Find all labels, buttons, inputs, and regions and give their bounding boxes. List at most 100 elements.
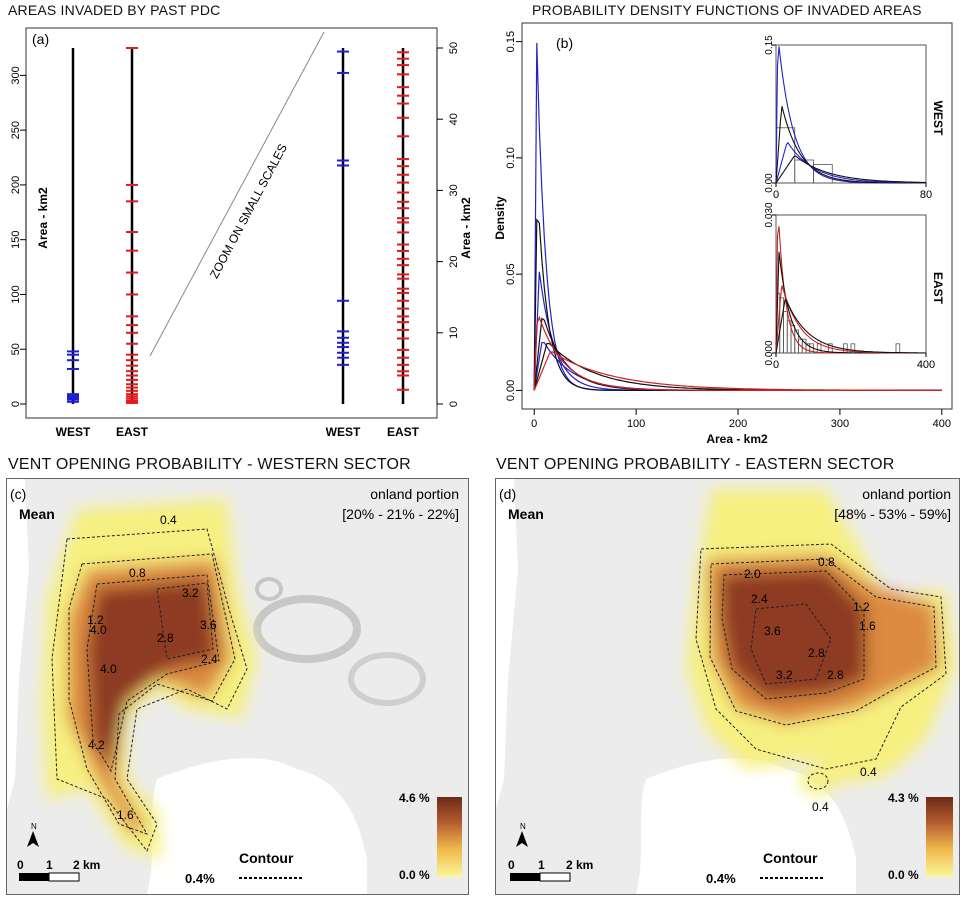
c-contour-label: 0.8 xyxy=(129,566,146,580)
a-category-label: WEST xyxy=(56,425,91,439)
panel-a-title: AREAS INVADED BY PAST PDC xyxy=(8,2,221,18)
d-legend-max: 4.3 % xyxy=(888,791,919,805)
d-scale-1: 1 xyxy=(538,858,545,872)
d-north-label: N xyxy=(520,822,526,831)
c-scale-2: 2 km xyxy=(73,858,100,872)
b-x-tick-label: 400 xyxy=(933,418,951,430)
a-right-tick-label: 20 xyxy=(448,255,460,267)
c-mean-label: Mean xyxy=(19,506,55,522)
panel-a-right-ylabel: Area - km2 xyxy=(459,197,473,259)
a-left-tick-label: 0 xyxy=(10,401,22,407)
inset-y-tick-label: 0.15 xyxy=(764,35,775,55)
c-contour-label: 2.4 xyxy=(201,652,218,666)
a-category-label: EAST xyxy=(116,425,149,439)
b-x-tick-label: 100 xyxy=(627,418,645,430)
c-north-label: N xyxy=(31,822,37,831)
inset-y-tick-label: 0.00 xyxy=(764,173,775,193)
contours-c xyxy=(51,528,248,853)
crater-3 xyxy=(255,577,283,601)
d-contour-label: 0.8 xyxy=(818,555,835,569)
a-category-label: WEST xyxy=(326,425,361,439)
d-contour-label: 3.2 xyxy=(776,668,793,682)
sea-bay xyxy=(147,758,367,894)
c-legend-max: 4.6 % xyxy=(399,791,430,805)
panel-c-title: VENT OPENING PROBABILITY - WESTERN SECTO… xyxy=(8,456,411,473)
d-colorbar xyxy=(926,797,953,877)
c-north-arrow-icon xyxy=(27,831,39,847)
b-y-tick-label: 0.10 xyxy=(505,147,517,168)
d-tag: (d) xyxy=(499,486,516,502)
map-d-svg: 2.0 0.8 2.4 1.2 1.6 3.6 2.8 3.2 2.8 0.4 0.4 Mean (… xyxy=(496,479,959,894)
a-left-tick-label: 200 xyxy=(10,176,22,194)
inset-x-tick-label: 0 xyxy=(773,359,779,371)
c-contour-label: 2.8 xyxy=(157,631,174,645)
d-contour-label: 2.8 xyxy=(808,646,825,660)
panel-a-tag: (a) xyxy=(32,31,49,47)
c-contour-label: 4.2 xyxy=(88,738,105,752)
b-y-tick-label: 0.15 xyxy=(505,31,517,52)
inset-x-tick-label: 80 xyxy=(920,189,932,201)
c-scale-seg-1 xyxy=(19,873,49,881)
c-contour-label: 3.6 xyxy=(200,618,217,632)
c-legend-min: 0.0 % xyxy=(399,868,430,882)
a-category-label: EAST xyxy=(387,425,420,439)
a-left-tick-label: 250 xyxy=(10,121,22,139)
inset-west-bg xyxy=(756,33,939,198)
prob-field-d xyxy=(686,489,956,795)
inset-pdf-curve xyxy=(775,155,926,184)
d-contour-label: 2.8 xyxy=(827,668,844,682)
d-contour-title: Contour xyxy=(763,850,818,866)
inset-pdf-curve xyxy=(775,141,926,184)
zoom-diagonal xyxy=(149,31,325,357)
crater-1 xyxy=(253,595,361,663)
d-scale-2: 2 km xyxy=(566,858,593,872)
d-contour-label: 0.4 xyxy=(812,800,829,814)
panel-c-map: 0.4 0.8 1.2 3.2 4.0 2.8 3.6 2.4 4.0 4.2 1.6 Mean (… xyxy=(6,478,469,895)
a-left-tick-label: 100 xyxy=(10,285,22,303)
b-x-tick-label: 0 xyxy=(531,418,537,430)
c-contour-label: 1.6 xyxy=(117,808,134,822)
d-onland-label: onland portion xyxy=(862,486,951,502)
c-contour-label: 4.0 xyxy=(90,623,107,637)
sea-west-d xyxy=(496,479,518,809)
sea-bay-d xyxy=(636,758,856,894)
inset-east-label: EAST xyxy=(931,272,945,305)
inset-frame xyxy=(775,44,927,184)
c-contour-title: Contour xyxy=(239,850,294,866)
c-contour-label: 0.4 xyxy=(160,513,177,527)
a-right-tick-label: 10 xyxy=(448,327,460,339)
d-onland-range: [48% - 53% - 59%] xyxy=(834,506,951,522)
sea-west xyxy=(7,479,29,809)
a-right-tick-label: 40 xyxy=(448,113,460,125)
b-y-tick-label: 0.00 xyxy=(505,380,517,401)
d-legend-min: 0.0 % xyxy=(888,868,919,882)
panel-d-title: VENT OPENING PROBABILITY - EASTERN SECTO… xyxy=(496,456,895,473)
c-contour-label: 3.2 xyxy=(182,586,199,600)
c-scale-0: 0 xyxy=(17,858,24,872)
crater-2 xyxy=(348,652,426,706)
b-x-tick-label: 200 xyxy=(729,418,747,430)
c-contour-label: 4.0 xyxy=(100,662,117,676)
c-contour-step: 0.4% xyxy=(185,871,215,886)
a-left-tick-label: 300 xyxy=(10,66,22,84)
a-left-tick-label: 150 xyxy=(10,231,22,249)
inset-west-label: WEST xyxy=(931,101,945,136)
b-y-tick-label: 0.05 xyxy=(505,263,517,284)
c-scale-1: 1 xyxy=(46,858,53,872)
panel-a-left-ylabel: Area - km2 xyxy=(36,187,50,249)
c-onland-range: [20% - 21% - 22%] xyxy=(342,506,459,522)
d-mean-label: Mean xyxy=(508,506,544,522)
inset-y-tick-label: 0.000 xyxy=(764,340,775,365)
d-north-arrow-icon xyxy=(516,831,528,847)
d-scale-0: 0 xyxy=(508,858,515,872)
c-colorbar xyxy=(437,797,462,877)
a-right-tick-label: 0 xyxy=(448,401,460,407)
panel-a-frame xyxy=(25,27,438,419)
panel-d-map: 2.0 0.8 2.4 1.2 1.6 3.6 2.8 3.2 2.8 0.4 0.4 Mean (… xyxy=(495,478,960,895)
b-ylabel: Density xyxy=(494,196,507,240)
inset-y-tick-label: 0.030 xyxy=(764,202,775,227)
d-scale-seg-2 xyxy=(539,872,571,882)
inset-east-bg xyxy=(756,203,939,368)
d-contour-label: 2.4 xyxy=(751,592,768,606)
panel-b-tag: (b) xyxy=(556,35,573,51)
